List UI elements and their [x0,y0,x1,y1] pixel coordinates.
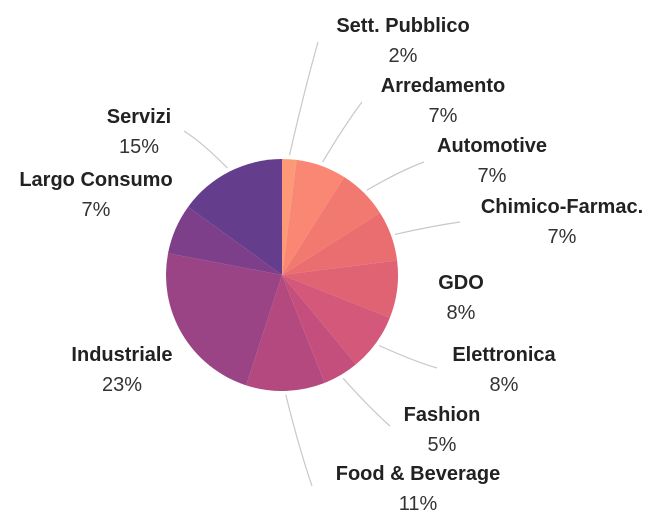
slice-label: Industriale [71,344,172,366]
slice-value-label: 8% [490,374,519,396]
leader-lines [183,41,461,487]
slice-label: Chimico-Farmac. [481,196,643,218]
slice-labels: Sett. Pubblico 2% Arredamento 7% Automotive 7… [19,15,643,515]
pie-slice-gdo [282,260,399,318]
slice-value-label: 7% [548,226,577,248]
leader-line [183,130,228,169]
slice-value-label: 11% [399,493,438,515]
slice-label: Automotive [437,135,547,157]
leader-line [322,101,363,163]
slice-label: Food & Beverage [336,463,500,485]
pie-slice-servizi [188,159,282,275]
pie-slice-chimico-farmac [282,212,398,275]
slice-value-label: 2% [389,45,418,67]
leader-line [342,377,391,427]
leader-line [378,344,438,369]
pie-slice-elettronica [282,275,390,365]
slice-label: Sett. Pubblico [336,15,469,37]
pie-slice-sett-pubblico [282,159,297,275]
slice-label: GDO [438,272,484,294]
leader-line [288,41,319,156]
slice-value-label: 7% [429,105,458,127]
pie-slice-automotive [282,177,380,275]
slice-label: Servizi [107,106,171,128]
pie-slice-arredamento [282,159,345,275]
pie-slice-food-beverage [246,275,325,391]
slice-value-label: 23% [102,374,142,396]
leader-line [285,394,313,487]
slice-label: Fashion [404,404,481,426]
slice-value-label: 7% [82,199,111,221]
slice-value-label: 15% [119,136,159,158]
leader-line [394,221,461,235]
slice-label: Largo Consumo [19,169,172,191]
pie-slices [165,159,399,391]
slice-value-label: 8% [447,302,476,324]
pie-slice-industriale [165,253,282,386]
pie-slice-largo-consumo [168,206,282,275]
pie-slice-fashion [282,275,356,383]
leader-line [366,161,425,191]
slice-value-label: 5% [428,434,457,456]
slice-label: Arredamento [381,75,505,97]
slice-label: Elettronica [452,344,556,366]
slice-value-label: 7% [478,165,507,187]
